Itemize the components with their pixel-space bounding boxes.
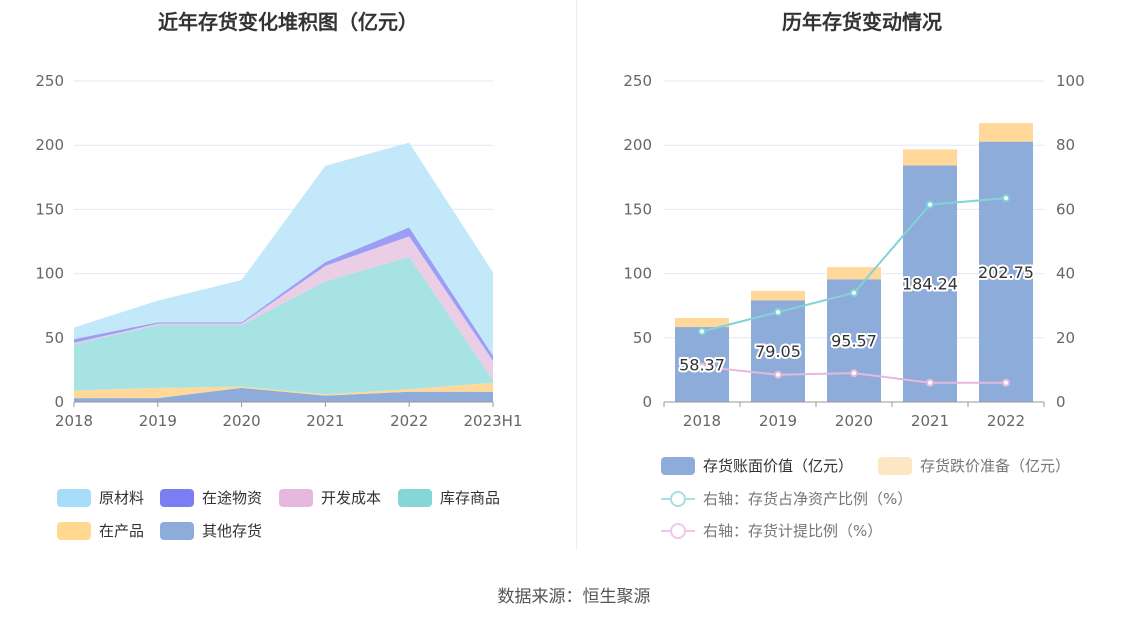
y-tick-label: 0 xyxy=(642,393,652,411)
legend-label: 存货账面价值（亿元） xyxy=(703,457,854,475)
y-tick-label: 250 xyxy=(623,72,652,90)
x-tick-label: 2019 xyxy=(139,412,177,430)
line-point xyxy=(698,362,706,371)
data-label-halo: 184.24 xyxy=(902,275,958,294)
legend-item[interactable]: 库存商品 xyxy=(398,487,500,508)
data-label-halo: 58.37 xyxy=(679,356,725,375)
y-tick-label: 50 xyxy=(633,329,652,347)
y-tick-label: 200 xyxy=(35,136,64,154)
left-chart-legend: 原材料 在途物资 开发成本 库存商品在产品 其他存货 xyxy=(0,0,576,560)
line-point xyxy=(774,308,782,317)
area-series xyxy=(74,142,493,356)
legend-swatch xyxy=(57,488,91,507)
x-tick-label: 2021 xyxy=(306,412,344,430)
data-label: 58.37 xyxy=(679,356,725,375)
x-tick-label: 2020 xyxy=(835,412,873,430)
legend-label: 在途物资 xyxy=(202,489,263,507)
y2-tick-label: 40 xyxy=(1056,265,1075,283)
y-tick-label: 150 xyxy=(623,200,652,218)
legend-item[interactable]: 在产品 xyxy=(57,520,144,541)
legend-item[interactable]: 存货账面价值（亿元） xyxy=(661,455,853,476)
x-tick-label: 2018 xyxy=(55,412,93,430)
legend-swatch xyxy=(160,488,194,507)
y-tick-label: 50 xyxy=(45,329,64,347)
legend-swatch xyxy=(661,456,695,475)
y-tick-label: 0 xyxy=(54,393,64,411)
y-tick-label: 250 xyxy=(35,72,64,90)
legend-item[interactable]: 右轴：存货占净资产比例（%） xyxy=(661,488,912,509)
bar-line-combo-chart: 0 50 100 150 200 250 0 20 40 60 80 100 2018 2019 2020 2… xyxy=(623,72,1085,430)
bar xyxy=(827,279,881,402)
legend-item[interactable]: 右轴：存货计提比例（%） xyxy=(661,520,882,541)
panel-divider xyxy=(576,0,577,550)
legend-item[interactable]: 存货跌价准备（亿元） xyxy=(878,455,1070,476)
legend-label: 开发成本 xyxy=(321,489,382,507)
left-chart-title: 近年存货变化堆积图（亿元） xyxy=(158,10,418,34)
legend-swatch xyxy=(661,490,695,508)
stacked-area-chart: 0 50 100 150 200 250 2018 2019 2020 2021 2022 2023H… xyxy=(35,72,523,430)
y-tick-label: 100 xyxy=(623,265,652,283)
line-point xyxy=(698,327,706,336)
legend-swatch xyxy=(160,521,194,540)
y2-tick-label: 80 xyxy=(1056,136,1075,154)
x-tick-label: 2019 xyxy=(759,412,797,430)
x-tick-label: 2022 xyxy=(390,412,428,430)
legend-swatch xyxy=(878,456,912,475)
legend-item[interactable]: 开发成本 xyxy=(279,487,381,508)
area-series xyxy=(74,387,493,402)
line-point xyxy=(850,288,858,297)
line-point xyxy=(1002,378,1010,387)
x-tick-label: 2020 xyxy=(223,412,261,430)
legend-swatch xyxy=(279,488,313,507)
bar xyxy=(979,123,1033,142)
line-point xyxy=(926,200,934,209)
legend-swatch xyxy=(661,522,695,540)
y-tick-label: 100 xyxy=(35,265,64,283)
left-chart-panel: 近年存货变化堆积图（亿元） 0 50 100 150 200 250 2018 2019 202… xyxy=(0,0,576,560)
x-tick-label: 2022 xyxy=(987,412,1025,430)
legend-swatch xyxy=(57,521,91,540)
data-label: 95.57 xyxy=(831,332,877,351)
data-label: 184.24 xyxy=(902,275,958,294)
legend-label: 右轴：存货计提比例（%） xyxy=(703,522,883,540)
line-point xyxy=(850,369,858,378)
right-chart-legend: 存货账面价值（亿元） 存货跌价准备（亿元） 右轴：存货占净资产比例（%） 右轴：存货计… xyxy=(576,0,1148,560)
legend-label: 库存商品 xyxy=(440,489,501,507)
legend-swatch xyxy=(398,488,432,507)
x-tick-label: 2018 xyxy=(683,412,721,430)
y-tick-label: 200 xyxy=(623,136,652,154)
line-point xyxy=(926,378,934,387)
y2-tick-label: 60 xyxy=(1056,200,1075,218)
data-label: 79.05 xyxy=(755,342,801,361)
y-tick-label: 150 xyxy=(35,200,64,218)
legend-label: 在产品 xyxy=(99,522,145,540)
legend-label: 存货跌价准备（亿元） xyxy=(920,457,1071,475)
y2-tick-label: 20 xyxy=(1056,329,1075,347)
area-series xyxy=(74,256,493,395)
y2-tick-label: 0 xyxy=(1056,393,1066,411)
y2-tick-label: 100 xyxy=(1056,72,1085,90)
legend-item[interactable]: 原材料 xyxy=(57,487,144,508)
bar xyxy=(903,149,957,166)
line-point xyxy=(1002,194,1010,203)
bar xyxy=(675,318,729,328)
x-tick-label: 2021 xyxy=(911,412,949,430)
legend-label: 其他存货 xyxy=(202,522,263,540)
data-label-halo: 95.57 xyxy=(831,332,877,351)
bar xyxy=(751,290,805,301)
legend-label: 原材料 xyxy=(99,489,145,507)
data-label: 202.75 xyxy=(978,263,1034,282)
right-chart-title: 历年存货变动情况 xyxy=(782,10,942,34)
data-label-halo: 79.05 xyxy=(755,342,801,361)
x-tick-label: 2023H1 xyxy=(464,412,523,430)
area-series xyxy=(74,227,493,361)
data-label-halo: 202.75 xyxy=(978,263,1034,282)
legend-item[interactable]: 在途物资 xyxy=(160,487,262,508)
right-chart-panel: 历年存货变动情况 0 50 100 150 200 250 0 20 40 60 80 100 2018… xyxy=(576,0,1148,560)
bar xyxy=(979,141,1033,402)
legend-label: 右轴：存货占净资产比例（%） xyxy=(703,490,913,508)
legend-item[interactable]: 其他存货 xyxy=(160,520,262,541)
line-point xyxy=(774,370,782,379)
data-source-note: 数据来源：恒生聚源 xyxy=(497,587,651,607)
